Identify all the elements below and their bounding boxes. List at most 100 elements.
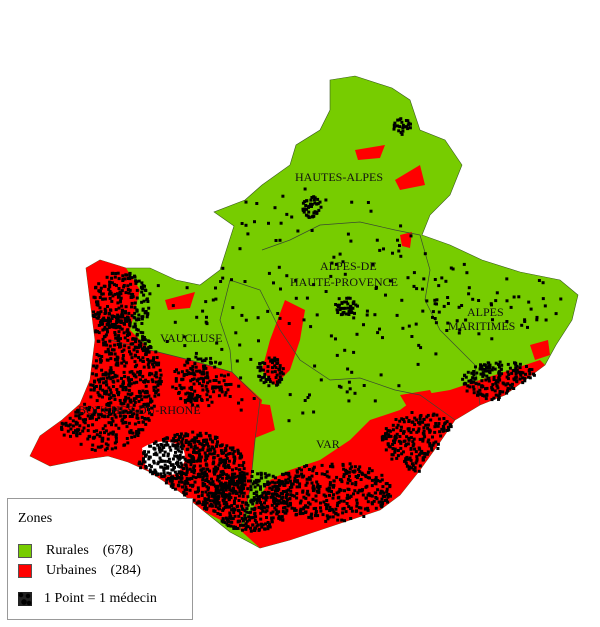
doctor-dot [280, 480, 284, 484]
doctor-dot [348, 462, 352, 466]
doctor-dot [85, 406, 89, 410]
doctor-dot [284, 496, 288, 500]
doctor-dot [269, 495, 273, 499]
doctor-dot [277, 378, 281, 382]
doctor-dot [319, 509, 323, 513]
doctor-dot [120, 349, 124, 353]
doctor-dot [209, 356, 213, 360]
doctor-dot [217, 394, 221, 398]
doctor-dot [334, 262, 338, 266]
doctor-dot [331, 496, 335, 500]
doctor-dot [506, 370, 510, 374]
doctor-dot [200, 384, 204, 388]
doctor-dot [233, 457, 237, 461]
doctor-dot [307, 210, 311, 214]
doctor-dot [168, 472, 172, 476]
doctor-dot [195, 369, 199, 373]
doctor-dot [231, 488, 235, 492]
doctor-dot [262, 375, 266, 379]
doctor-dot [145, 391, 149, 394]
doctor-dot [210, 439, 214, 443]
doctor-dot [192, 466, 196, 470]
doctor-dot [201, 372, 205, 376]
doctor-dot [138, 358, 142, 362]
doctor-dot [339, 306, 343, 310]
doctor-dot [460, 304, 464, 307]
doctor-dot [179, 445, 183, 449]
doctor-dot [218, 444, 222, 448]
doctor-dot [147, 350, 151, 354]
doctor-dot [116, 337, 120, 341]
doctor-dot [220, 476, 224, 480]
doctor-dot [365, 309, 369, 313]
doctor-dot [276, 502, 280, 506]
doctor-dot [202, 474, 206, 477]
doctor-dot [259, 368, 263, 372]
doctor-dot [458, 328, 462, 332]
doctor-dot [130, 435, 134, 439]
doctor-dot [407, 121, 411, 125]
doctor-dot [122, 359, 126, 363]
doctor-dot [335, 308, 339, 312]
doctor-dot [98, 358, 102, 361]
doctor-dot [280, 496, 284, 500]
doctor-dot [399, 429, 403, 432]
doctor-dot [329, 274, 333, 278]
doctor-dot [223, 493, 227, 497]
doctor-dot [202, 380, 205, 384]
doctor-dot [426, 426, 430, 430]
doctor-dot [328, 483, 332, 487]
doctor-dot [181, 485, 184, 489]
doctor-dot [180, 463, 184, 467]
doctor-dot [304, 204, 308, 207]
doctor-dot [161, 438, 165, 441]
doctor-dot [191, 371, 195, 375]
doctor-dot [399, 254, 403, 258]
doctor-dot [367, 492, 371, 496]
doctor-dot [161, 453, 165, 457]
doctor-dot [133, 345, 137, 349]
doctor-dot [422, 277, 426, 281]
doctor-dot [113, 407, 117, 411]
doctor-dot [418, 417, 422, 421]
doctor-dot [98, 306, 102, 310]
doctor-dot [129, 398, 132, 402]
doctor-dot [111, 294, 115, 298]
doctor-dot [206, 389, 210, 393]
doctor-dot [125, 319, 129, 323]
doctor-dot [249, 485, 253, 489]
doctor-dot [484, 397, 488, 401]
doctor-dot [257, 339, 260, 343]
doctor-dot [237, 478, 241, 482]
doctor-dot [263, 372, 267, 376]
doctor-dot [278, 316, 282, 320]
doctor-dot [197, 456, 201, 460]
doctor-dot [406, 127, 410, 131]
doctor-dot [425, 452, 429, 456]
doctor-dot [222, 507, 226, 511]
doctor-dot [423, 252, 427, 256]
legend-count: (284) [110, 563, 141, 578]
doctor-dot [135, 296, 139, 300]
doctor-dot [118, 300, 122, 304]
doctor-dot [170, 482, 174, 485]
doctor-dot [205, 322, 209, 326]
doctor-dot [242, 461, 246, 465]
doctor-dot [178, 455, 182, 459]
doctor-dot [413, 416, 417, 420]
doctor-dot [97, 354, 101, 358]
doctor-dot [107, 410, 111, 414]
doctor-dot [207, 404, 211, 408]
doctor-dot [121, 380, 125, 384]
doctor-dot [259, 487, 262, 491]
doctor-dot [166, 459, 170, 463]
doctor-dot [345, 496, 349, 500]
doctor-dot [404, 119, 408, 122]
doctor-dot [108, 397, 111, 401]
doctor-dot [317, 490, 321, 494]
doctor-dot [409, 436, 413, 440]
doctor-dot [185, 488, 189, 492]
doctor-dot [382, 491, 386, 495]
doctor-dot [364, 496, 368, 500]
doctor-dot [521, 381, 525, 385]
